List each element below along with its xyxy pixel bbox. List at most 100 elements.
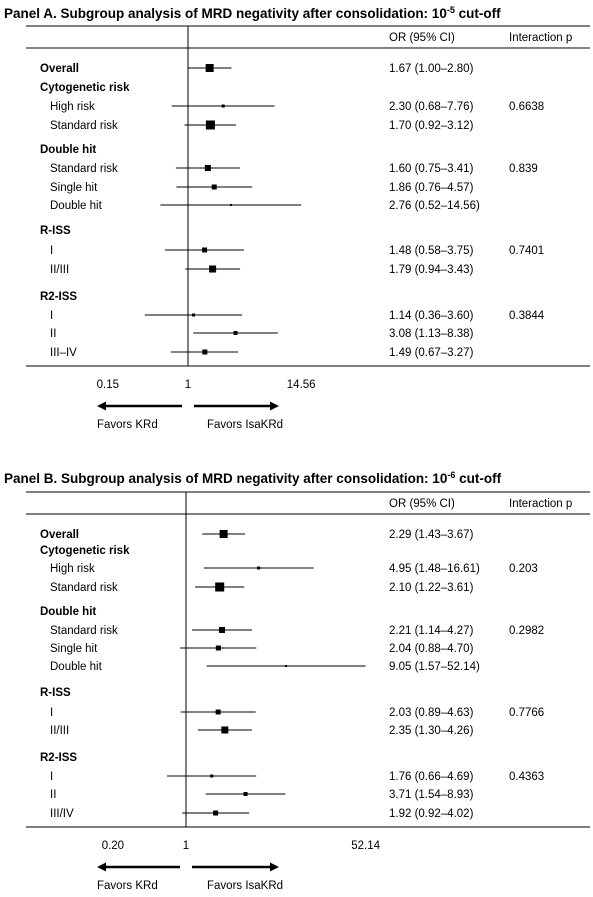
group-header: R-ISS — [40, 687, 71, 699]
group-header: Double hit — [40, 144, 96, 156]
tick-label: 1 — [183, 840, 189, 852]
forest-panel-a: Panel A. Subgroup analysis of MRD negati… — [4, 5, 590, 431]
row-label: II/III — [50, 264, 69, 276]
point-estimate — [219, 627, 226, 633]
row-label: Overall — [40, 63, 79, 75]
point-estimate — [221, 104, 225, 108]
row-label: II/III — [50, 725, 69, 737]
or-ci-value: 1.67 (1.00–2.80) — [389, 63, 474, 75]
row-label: Standard risk — [50, 625, 118, 637]
point-estimate — [215, 645, 221, 651]
arrow-left-head — [97, 401, 106, 411]
point-estimate — [202, 247, 208, 253]
interaction-p-value: 0.3844 — [509, 310, 545, 322]
point-estimate — [229, 204, 232, 206]
point-estimate — [211, 184, 217, 190]
row-label: High risk — [50, 563, 95, 575]
or-ci-value: 3.71 (1.54–8.93) — [389, 789, 474, 801]
or-ci-value: 4.95 (1.48–16.61) — [389, 563, 480, 575]
or-ci-value: 1.49 (0.67–3.27) — [389, 347, 474, 359]
group-header: R2-ISS — [40, 291, 77, 303]
tick-label: 14.56 — [287, 379, 316, 391]
favors-right-label: Favors IsaKRd — [207, 419, 283, 431]
or-ci-value: 1.14 (0.36–3.60) — [389, 310, 474, 322]
point-estimate — [205, 120, 215, 130]
row-label: Standard risk — [50, 582, 118, 594]
point-estimate — [221, 726, 229, 734]
point-estimate — [213, 810, 219, 816]
group-header: Double hit — [40, 606, 96, 618]
or-ci-value: 1.48 (0.58–3.75) — [389, 245, 474, 257]
or-ci-value: 9.05 (1.57–52.14) — [389, 661, 480, 673]
point-estimate — [233, 331, 238, 335]
group-header: Cytogenetic risk — [40, 545, 130, 557]
point-estimate — [204, 165, 211, 171]
row-label: Standard risk — [50, 120, 118, 132]
interaction-p-value: 0.839 — [509, 163, 538, 175]
interaction-p-value: 0.203 — [509, 563, 538, 575]
interaction-p-value: 0.4363 — [509, 771, 544, 783]
interaction-p-value: 0.2982 — [509, 625, 544, 637]
row-label: III/IV — [50, 808, 74, 820]
group-header: Cytogenetic risk — [40, 82, 130, 94]
interaction-p-value: 0.7401 — [509, 245, 544, 257]
row-label: I — [50, 310, 53, 322]
point-estimate — [219, 530, 228, 538]
or-ci-value: 2.30 (0.68–7.76) — [389, 101, 474, 113]
point-estimate — [257, 566, 261, 570]
point-estimate — [210, 774, 214, 778]
tick-label: 52.14 — [351, 840, 380, 852]
or-ci-value: 2.35 (1.30–4.26) — [389, 725, 474, 737]
row-label: II — [50, 328, 56, 340]
row-label: I — [50, 245, 53, 257]
or-ci-value: 1.60 (0.75–3.41) — [389, 163, 474, 175]
point-estimate — [243, 792, 248, 796]
point-estimate — [205, 64, 214, 72]
or-ci-value: 2.03 (0.89–4.63) — [389, 707, 474, 719]
row-label: Double hit — [50, 200, 103, 212]
point-estimate — [192, 313, 196, 317]
or-ci-value: 2.29 (1.43–3.67) — [389, 529, 474, 541]
tick-label: 1 — [185, 379, 191, 391]
or-ci-value: 1.79 (0.94–3.43) — [389, 264, 474, 276]
favors-right-label: Favors IsaKRd — [207, 880, 283, 892]
point-estimate — [209, 265, 217, 273]
or-ci-value: 1.70 (0.92–3.12) — [389, 120, 474, 132]
col-header-or: OR (95% CI) — [389, 32, 455, 44]
row-label: Single hit — [50, 643, 98, 655]
group-header: R-ISS — [40, 225, 71, 237]
panel-title: Panel A. Subgroup analysis of MRD negati… — [4, 5, 501, 21]
row-label: I — [50, 707, 53, 719]
interaction-p-value: 0.6638 — [509, 101, 544, 113]
row-label: Double hit — [50, 661, 103, 673]
forest-panel-b: Panel B. Subgroup analysis of MRD negati… — [4, 470, 590, 892]
interaction-p-value: 0.7766 — [509, 707, 544, 719]
tick-label: 0.20 — [102, 840, 124, 852]
favors-left-label: Favors KRd — [97, 880, 158, 892]
or-ci-value: 1.92 (0.92–4.02) — [389, 808, 474, 820]
point-estimate — [215, 709, 221, 715]
or-ci-value: 3.08 (1.13–8.38) — [389, 328, 474, 340]
point-estimate — [215, 582, 225, 592]
or-ci-value: 1.86 (0.76–4.57) — [389, 182, 474, 194]
arrow-left-head — [97, 862, 106, 872]
row-label: Standard risk — [50, 163, 118, 175]
tick-label: 0.15 — [97, 379, 119, 391]
row-label: II — [50, 789, 56, 801]
point-estimate — [285, 665, 288, 667]
col-header-interaction-p: Interaction p — [509, 498, 572, 510]
col-header-or: OR (95% CI) — [389, 498, 455, 510]
row-label: High risk — [50, 101, 95, 113]
panel-title: Panel B. Subgroup analysis of MRD negati… — [4, 470, 502, 486]
favors-left-label: Favors KRd — [97, 419, 158, 431]
point-estimate — [202, 349, 208, 355]
or-ci-value: 1.76 (0.66–4.69) — [389, 771, 474, 783]
or-ci-value: 2.10 (1.22–3.61) — [389, 582, 474, 594]
or-ci-value: 2.21 (1.14–4.27) — [389, 625, 474, 637]
arrow-right-head — [270, 401, 279, 411]
or-ci-value: 2.76 (0.52–14.56) — [389, 200, 480, 212]
row-label: I — [50, 771, 53, 783]
row-label: Single hit — [50, 182, 98, 194]
row-label: Overall — [40, 529, 79, 541]
